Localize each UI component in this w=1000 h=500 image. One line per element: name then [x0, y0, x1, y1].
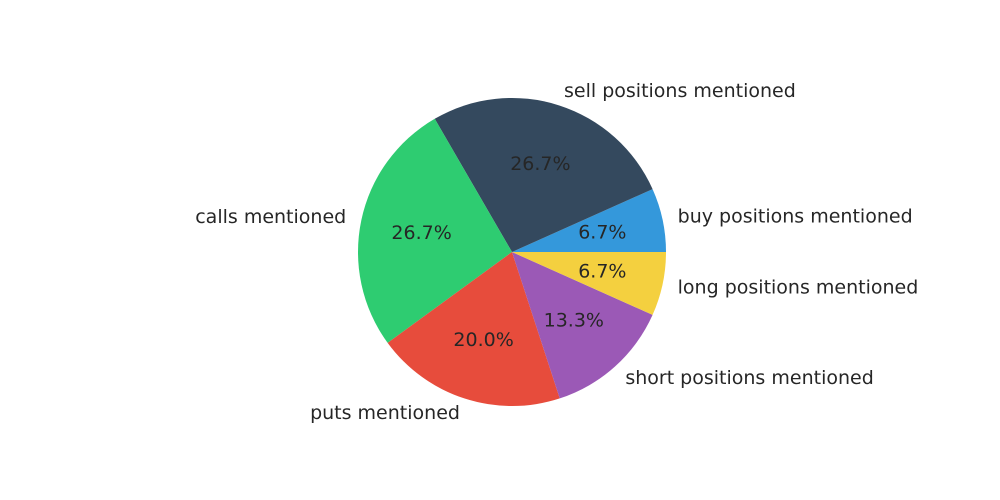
- category-labels: buy positions mentioned sell positions me…: [195, 80, 918, 424]
- slice-label-buy-positions-mentioned: buy positions mentioned: [678, 206, 913, 228]
- percentage-labels: 6.7% 26.7% 26.7% 20.0% 13.3% 6.7%: [391, 153, 626, 351]
- pct-label-short-positions-mentioned: 13.3%: [544, 310, 604, 332]
- pct-label-long-positions-mentioned: 6.7%: [578, 260, 626, 282]
- slice-label-puts-mentioned: puts mentioned: [310, 402, 460, 424]
- slice-label-calls-mentioned: calls mentioned: [195, 206, 346, 228]
- pct-label-puts-mentioned: 20.0%: [453, 329, 513, 351]
- pie-slice-short-positions-mentioned: [512, 252, 653, 399]
- pct-label-buy-positions-mentioned: 6.7%: [578, 222, 626, 244]
- pie-slices: [357, 97, 666, 406]
- pct-label-sell-positions-mentioned: 26.7%: [510, 153, 570, 175]
- slice-label-sell-positions-mentioned: sell positions mentioned: [564, 80, 796, 102]
- pie-slice-puts-mentioned: [387, 252, 560, 406]
- pie-slice-sell-positions-mentioned: [434, 97, 653, 252]
- pie-slice-calls-mentioned: [357, 118, 512, 343]
- pct-label-calls-mentioned: 26.7%: [391, 222, 451, 244]
- pie-slice-buy-positions-mentioned: [512, 189, 666, 252]
- slice-label-long-positions-mentioned: long positions mentioned: [678, 276, 919, 298]
- slice-label-short-positions-mentioned: short positions mentioned: [625, 367, 873, 389]
- pie-slice-long-positions-mentioned: [512, 252, 666, 315]
